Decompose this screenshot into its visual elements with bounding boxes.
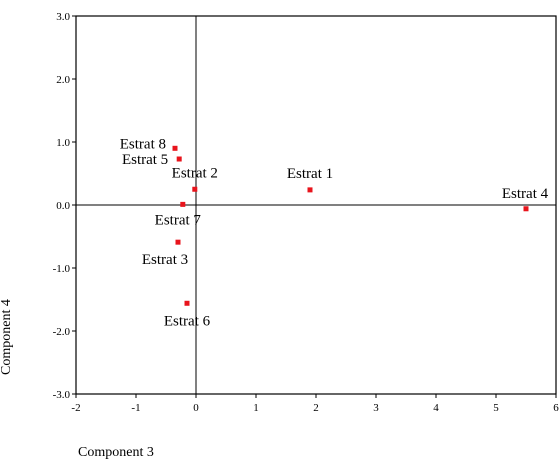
data-point-marker [184,300,190,306]
y-tick-label: -1.0 [53,263,71,275]
y-axis-ticks: 3.0 2.0 1.0 0.0 -1.0 -2.0 -3.0 [53,11,76,401]
y-tick-label: -3.0 [53,389,71,401]
x-tick-label: 4 [433,402,439,414]
x-tick-label: 6 [553,402,559,414]
data-point-label: Estrat 4 [502,186,549,202]
x-tick-label: -1 [131,402,140,414]
data-point-label: Estrat 8 [120,136,166,152]
data-point-marker [192,186,198,192]
y-tick-label: 1.0 [56,137,70,149]
data-point-marker [180,201,186,207]
data-point-label: Estrat 1 [287,166,333,182]
data-point-label: Estrat 2 [172,165,218,181]
data-point-label: Estrat 6 [164,313,211,329]
y-axis-label: Component 4 [0,299,14,375]
x-axis-label: Component 3 [78,445,154,460]
y-tick-label: 0.0 [56,200,70,212]
x-tick-label: 5 [493,402,499,414]
data-point-marker [176,156,182,162]
x-tick-label: 1 [253,402,259,414]
y-tick-label: 3.0 [56,11,70,23]
x-tick-label: 2 [313,402,319,414]
data-point-marker [307,187,313,193]
data-point-label: Estrat 7 [155,212,202,228]
data-point-marker [172,145,178,151]
x-tick-label: -2 [71,402,80,414]
data-point-marker [175,239,181,245]
y-tick-label: -2.0 [53,326,71,338]
data-point-label: Estrat 5 [122,152,168,168]
data-point-marker [523,206,529,212]
x-axis-ticks: -2 -1 0 1 2 3 4 5 6 [71,394,559,414]
data-points: Estrat 1 Estrat 2 Estrat 3 Estrat 4 Estrat 5… [120,136,549,329]
data-point-label: Estrat 3 [142,252,188,268]
x-tick-label: 0 [193,402,199,414]
y-tick-label: 2.0 [56,74,70,86]
x-tick-label: 3 [373,402,379,414]
